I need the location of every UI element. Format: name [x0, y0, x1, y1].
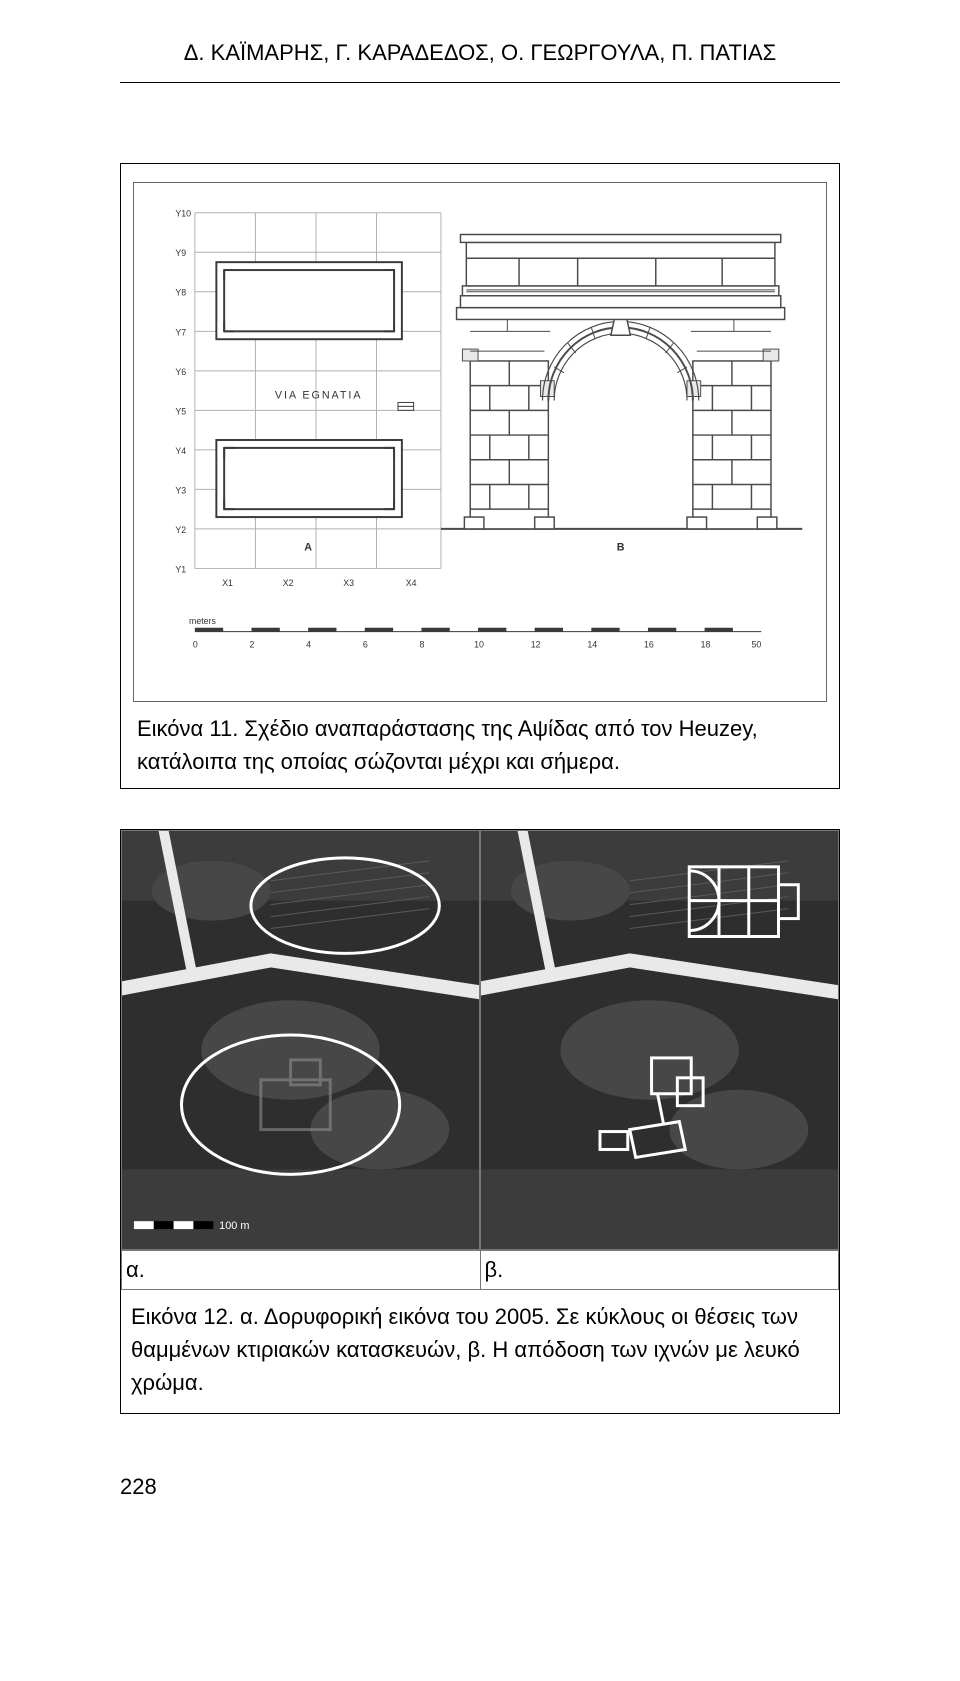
svg-text:Y3: Y3: [175, 485, 186, 495]
svg-text:12: 12: [531, 639, 541, 649]
figure-12-box: 100 m: [120, 829, 840, 1414]
figure-12-caption: Εικόνα 12. α. Δορυφορική εικόνα του 2005…: [121, 1290, 839, 1413]
header-authors: Δ. ΚΑΪΜΑΡΗΣ, Γ. ΚΑΡΑΔΕΔΟΣ, Ο. ΓΕΩΡΓΟΥΛΑ,…: [120, 40, 840, 66]
header-rule: [120, 82, 840, 83]
svg-text:Y8: Y8: [175, 288, 186, 298]
svg-text:X2: X2: [283, 578, 294, 588]
figure-11-caption: Εικόνα 11. Σχέδιο αναπαράστασης της Αψίδ…: [133, 702, 827, 778]
arch-elevation-svg: Y10 Y9 Y8 Y7 Y6 Y5 Y4 Y3 Y2 Y1 X1 X2 X3 …: [148, 193, 812, 687]
figure-11-diagram-frame: Y10 Y9 Y8 Y7 Y6 Y5 Y4 Y3 Y2 Y1 X1 X2 X3 …: [133, 182, 827, 702]
svg-text:50: 50: [751, 639, 761, 649]
svg-text:meters: meters: [189, 616, 216, 626]
svg-text:14: 14: [587, 639, 597, 649]
svg-text:B: B: [617, 542, 625, 554]
svg-text:X1: X1: [222, 578, 233, 588]
figure-11-box: Y10 Y9 Y8 Y7 Y6 Y5 Y4 Y3 Y2 Y1 X1 X2 X3 …: [120, 163, 840, 789]
svg-text:Y2: Y2: [175, 525, 186, 535]
svg-text:18: 18: [701, 639, 711, 649]
svg-text:Y10: Y10: [175, 209, 191, 219]
svg-text:0: 0: [193, 639, 198, 649]
figure-12a-label: α.: [121, 1250, 480, 1289]
svg-text:16: 16: [644, 639, 654, 649]
svg-text:100 m: 100 m: [219, 1220, 249, 1232]
svg-text:Y9: Y9: [175, 248, 186, 258]
svg-text:Y5: Y5: [175, 406, 186, 416]
svg-text:10: 10: [474, 639, 484, 649]
svg-text:VIA EGNATIA: VIA EGNATIA: [275, 389, 362, 401]
figure-12b-label: β.: [480, 1250, 840, 1289]
svg-text:8: 8: [419, 639, 424, 649]
svg-text:4: 4: [306, 639, 311, 649]
svg-text:Y6: Y6: [175, 367, 186, 377]
svg-text:6: 6: [363, 639, 368, 649]
svg-text:X3: X3: [343, 578, 354, 588]
figure-12a-satellite: 100 m: [121, 830, 480, 1250]
svg-text:2: 2: [250, 639, 255, 649]
figure-12-sublabel-row: α. β.: [121, 1250, 839, 1289]
svg-text:Y1: Y1: [175, 564, 186, 574]
svg-text:X4: X4: [406, 578, 417, 588]
svg-text:A: A: [304, 542, 312, 554]
figure-12b-traces: [480, 830, 839, 1250]
svg-text:Y4: Y4: [175, 446, 186, 456]
svg-text:Y7: Y7: [175, 327, 186, 337]
page-number: 228: [120, 1474, 840, 1500]
